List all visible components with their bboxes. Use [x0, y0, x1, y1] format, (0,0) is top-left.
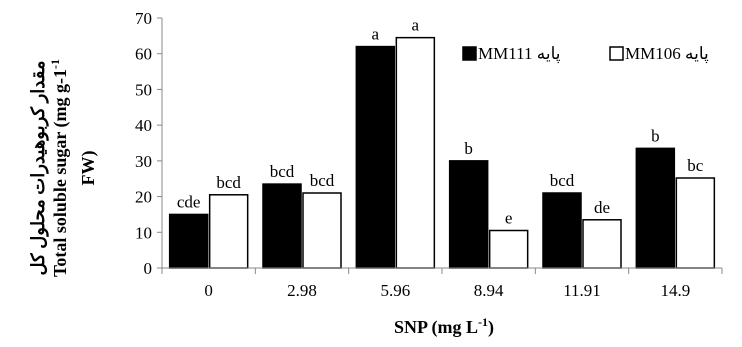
x-axis-title-main: SNP (mg L: [394, 317, 478, 338]
significance-label: de: [594, 198, 610, 217]
y-tick-label: 60: [135, 45, 152, 64]
bar-mm106: [582, 219, 622, 269]
bar-mm111: [355, 45, 396, 269]
y-tick-label: 70: [135, 9, 152, 28]
y-tick-label: 30: [135, 152, 152, 171]
bar-mm111: [448, 160, 489, 269]
y-tick-label: 40: [135, 116, 152, 135]
y-tick-label: 50: [135, 80, 152, 99]
x-axis-title-close: ): [488, 317, 494, 338]
legend-swatch-mm106: [609, 46, 624, 61]
legend: MM111 پایه MM106 پایه: [462, 44, 709, 64]
significance-label: bcd: [310, 171, 335, 190]
bar-mm106: [675, 177, 716, 269]
bar-mm111: [542, 192, 582, 269]
x-axis-title-superscript: -1: [478, 315, 488, 329]
y-axis-title-english: Total soluble sugar (mg g-1-1: [48, 59, 71, 277]
significance-label: bc: [687, 156, 704, 175]
significance-label: e: [505, 209, 513, 228]
x-tick-label: 2.98: [287, 281, 317, 300]
legend-label-mm106: MM106 پایه: [625, 44, 709, 64]
y-tick-label: 10: [135, 223, 152, 242]
y-axis-title: مقدار کربوهیدرات محلول کل Total soluble …: [28, 59, 99, 277]
y-tick-label: 0: [144, 259, 153, 278]
bar-mm106: [395, 36, 436, 269]
bar-mm111: [168, 213, 209, 269]
bar-mm111: [635, 147, 676, 269]
bar-mm111: [262, 183, 302, 269]
significance-label: bcd: [216, 173, 241, 192]
bar-mm106: [302, 192, 342, 269]
significance-label: bcd: [550, 171, 575, 190]
significance-label: b: [651, 126, 660, 145]
legend-label-mm111: MM111 پایه: [478, 44, 561, 64]
y-axis-title-fw: FW): [78, 151, 99, 186]
x-axis-title: SNP (mg L-1): [394, 315, 494, 338]
significance-label: bcd: [270, 162, 295, 181]
x-tick-label: 5.96: [380, 281, 410, 300]
y-axis-title-superscript: -1: [48, 59, 62, 69]
y-axis-title-persian: مقدار کربوهیدرات محلول کل: [28, 60, 49, 275]
bar-mm106: [488, 229, 529, 269]
significance-label: cde: [177, 192, 201, 211]
y-axis-title-english-text: Total soluble sugar (mg g-1: [50, 69, 71, 277]
legend-swatch-mm111: [462, 46, 477, 61]
y-tick-label: 20: [135, 188, 152, 207]
y-axis: 0 10 20 30 40 50 60 70: [135, 9, 163, 278]
significance-label: a: [372, 25, 380, 44]
significance-label: b: [464, 139, 473, 158]
x-tick-label: 8.94: [474, 281, 504, 300]
bar-mm106: [208, 194, 249, 269]
x-tick-label: 0: [204, 281, 213, 300]
x-tick-label: 11.91: [563, 281, 601, 300]
x-axis: 0 2.98 5.96 8.94 11.91 14.9: [161, 267, 723, 300]
x-tick-label: 14.9: [660, 281, 690, 300]
significance-label: a: [412, 16, 420, 35]
